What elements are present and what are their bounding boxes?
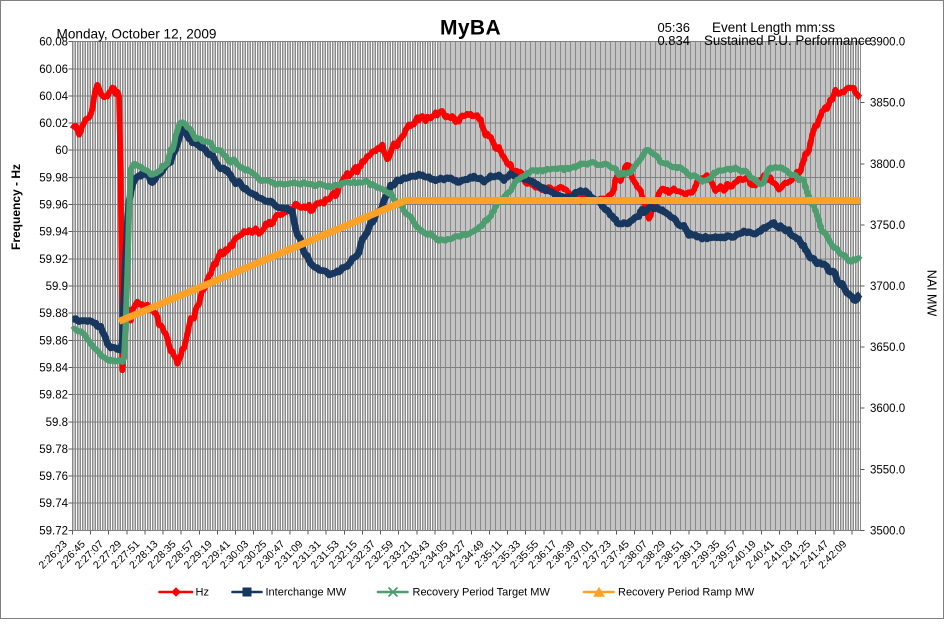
svg-text:3550.0: 3550.0 (870, 464, 905, 476)
svg-text:59.84: 59.84 (39, 362, 68, 374)
svg-text:Event Length mm:ss: Event Length mm:ss (712, 20, 835, 35)
svg-text:60.06: 60.06 (39, 64, 68, 76)
svg-text:MyBA: MyBA (440, 17, 501, 40)
svg-text:Frequency - Hz: Frequency - Hz (9, 164, 23, 250)
svg-text:59.9: 59.9 (46, 281, 68, 293)
svg-text:60.04: 60.04 (39, 91, 68, 103)
svg-text:59.8: 59.8 (46, 417, 68, 429)
svg-text:60: 60 (55, 145, 68, 157)
svg-text:59.86: 59.86 (39, 335, 68, 347)
svg-text:Monday, October 12, 2009: Monday, October 12, 2009 (57, 27, 217, 42)
svg-text:Hz: Hz (196, 587, 209, 599)
svg-text:59.94: 59.94 (39, 227, 68, 239)
svg-text:59.88: 59.88 (39, 308, 68, 320)
svg-text:05:36: 05:36 (657, 20, 690, 35)
svg-text:3700.0: 3700.0 (870, 281, 905, 293)
svg-text:59.74: 59.74 (39, 498, 68, 510)
svg-text:59.72: 59.72 (39, 525, 68, 537)
svg-text:3650.0: 3650.0 (870, 342, 905, 354)
svg-text:59.78: 59.78 (39, 444, 68, 456)
svg-text:60.08: 60.08 (39, 37, 68, 49)
svg-text:3600.0: 3600.0 (870, 403, 905, 415)
svg-text:59.96: 59.96 (39, 199, 68, 211)
svg-text:Recovery Period Ramp MW: Recovery Period Ramp MW (618, 587, 755, 599)
svg-text:Interchange MW: Interchange MW (266, 587, 347, 599)
svg-text:3800.0: 3800.0 (870, 159, 905, 171)
svg-text:3850.0: 3850.0 (870, 98, 905, 110)
svg-text:59.76: 59.76 (39, 471, 68, 483)
svg-text:3750.0: 3750.0 (870, 220, 905, 232)
svg-text:0.834: 0.834 (657, 33, 690, 48)
svg-text:NAI MW: NAI MW (925, 270, 939, 317)
svg-text:3500.0: 3500.0 (870, 525, 905, 537)
svg-text:3900.0: 3900.0 (870, 37, 905, 49)
svg-text:59.92: 59.92 (39, 254, 68, 266)
svg-text:Recovery Period Target MW: Recovery Period Target MW (413, 587, 551, 599)
svg-text:59.82: 59.82 (39, 390, 68, 402)
svg-text:59.98: 59.98 (39, 172, 68, 184)
svg-text:60.02: 60.02 (39, 118, 68, 130)
svg-text:Sustained P.U. Performance: Sustained P.U. Performance (704, 33, 872, 48)
